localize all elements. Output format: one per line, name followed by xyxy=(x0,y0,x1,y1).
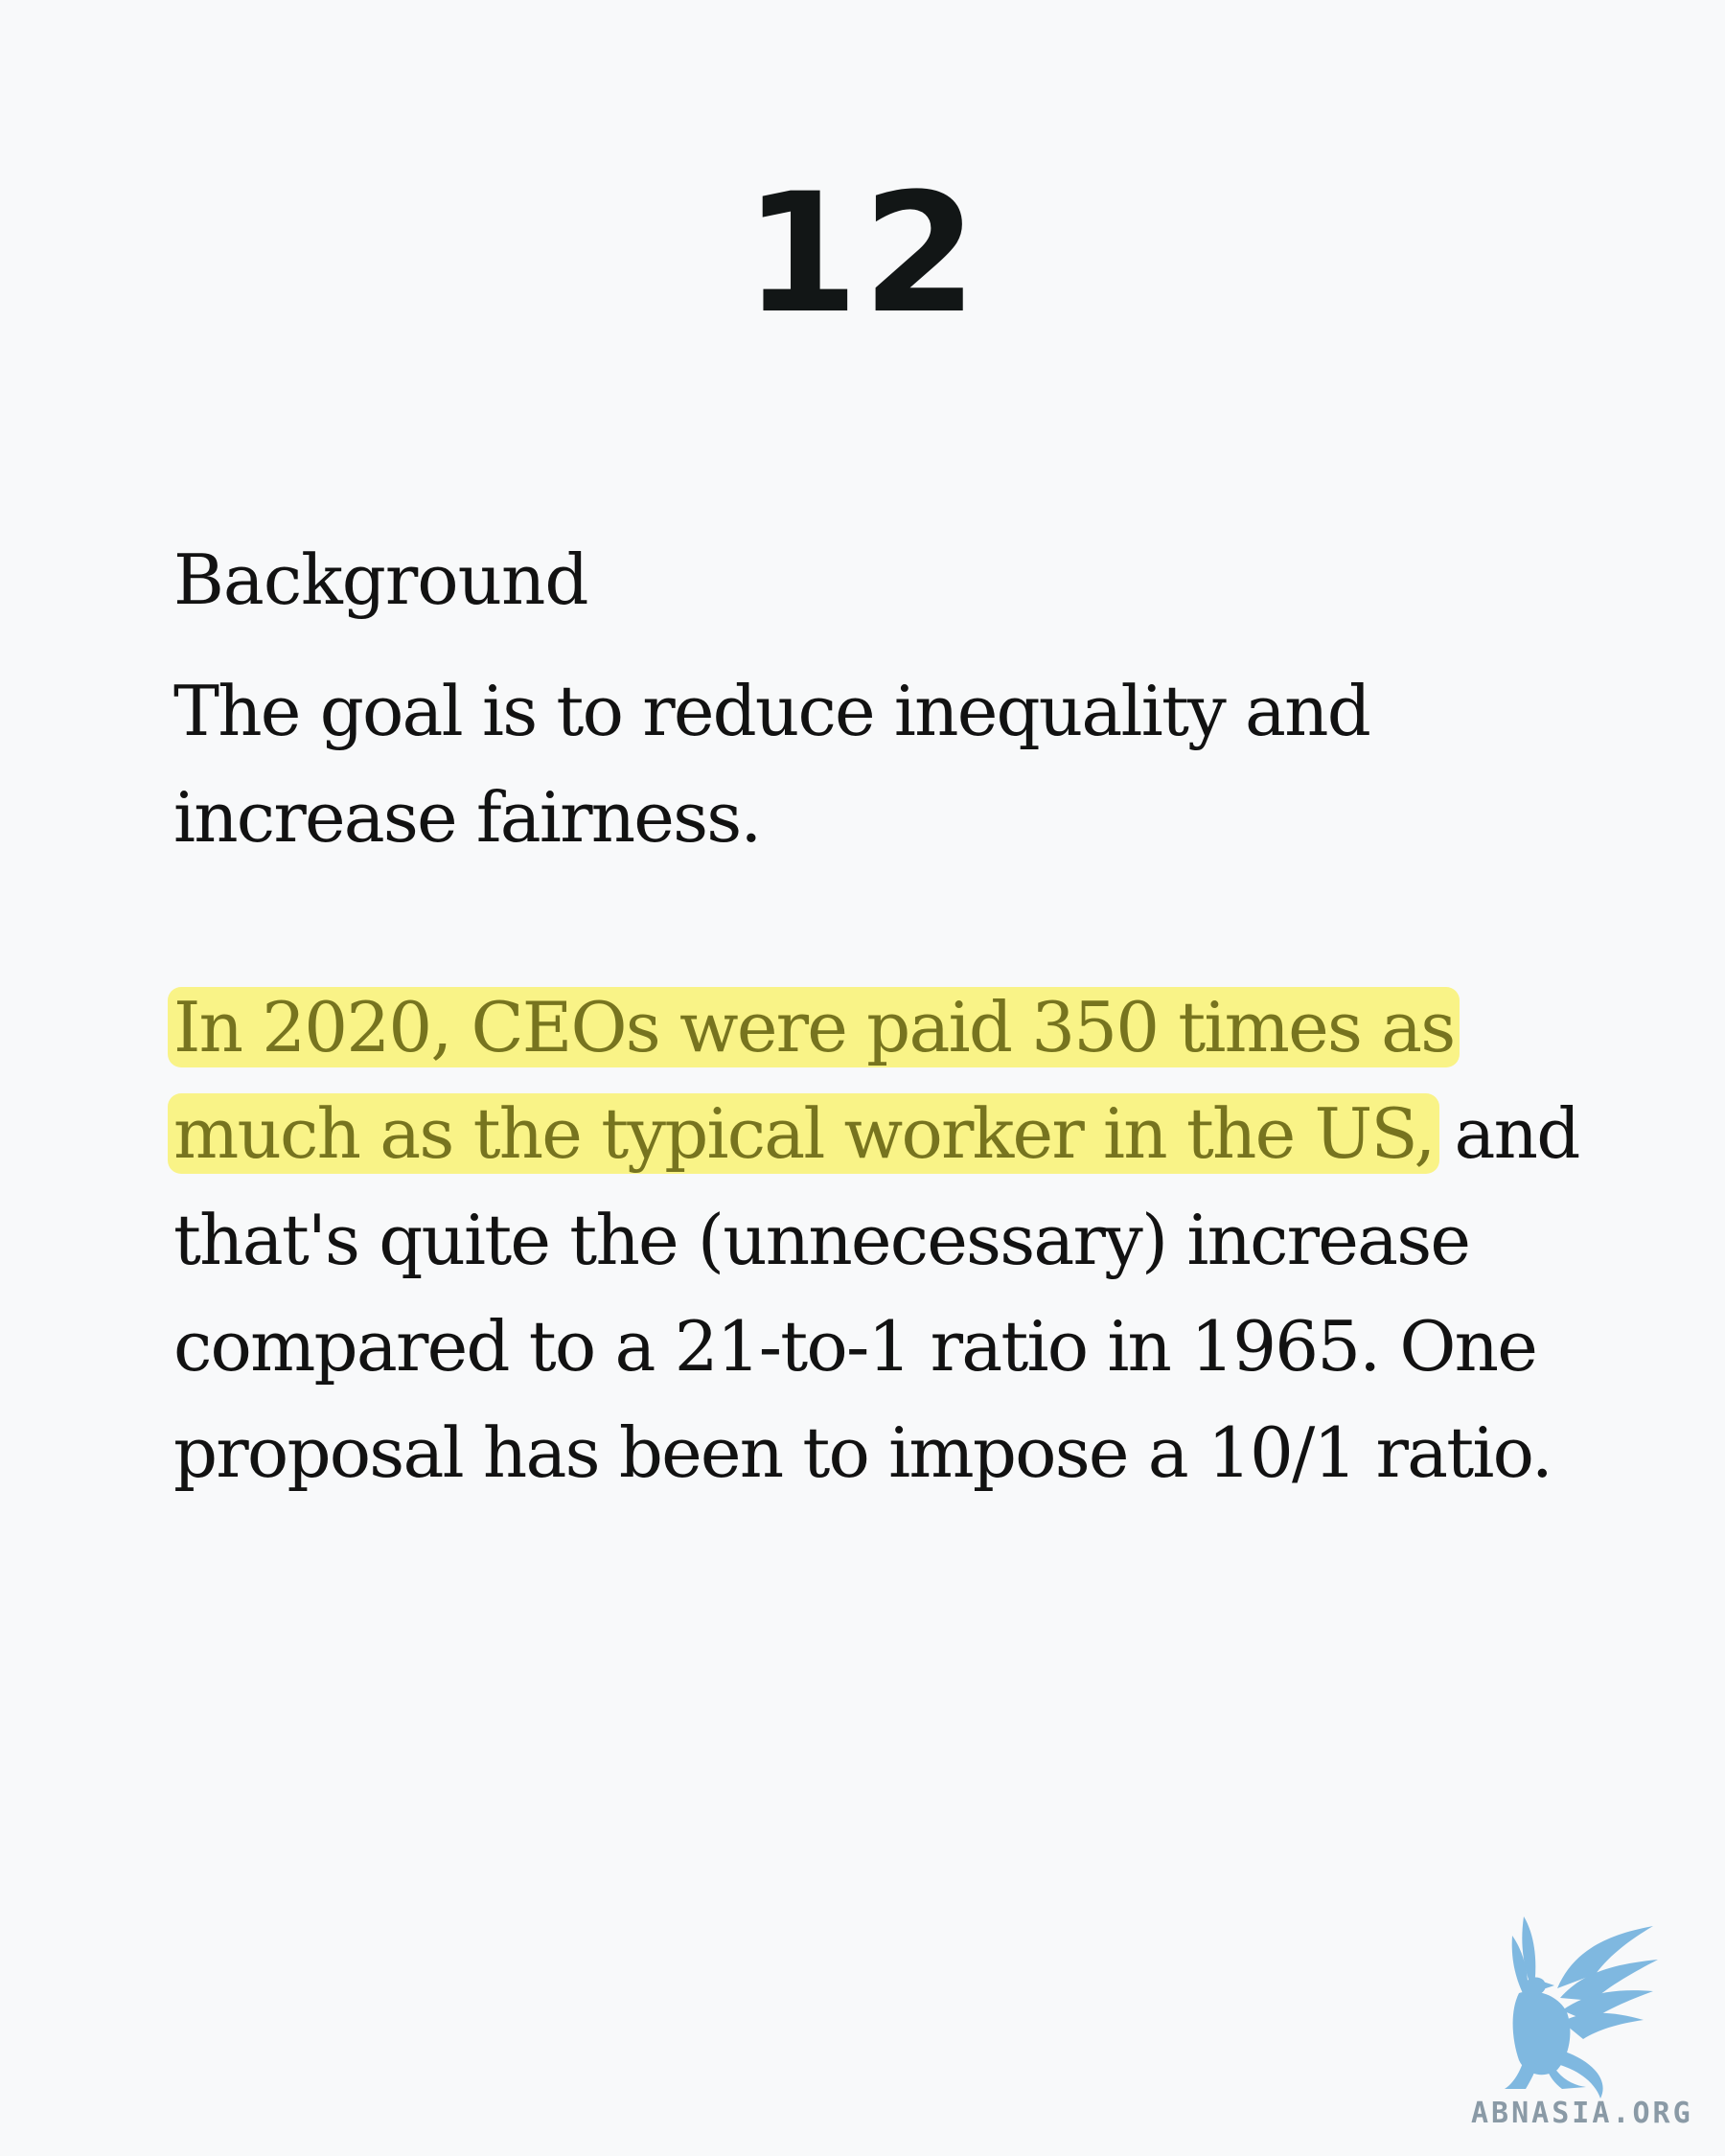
griffin-logo-icon xyxy=(1505,1916,1658,2099)
highlighted-text: In 2020, CEOs were paid 350 times as muc… xyxy=(168,987,1460,1174)
logo-text: ABNASIA.ORG xyxy=(1471,2097,1693,2130)
ratio-paragraph: In 2020, CEOs were paid 350 times as muc… xyxy=(168,975,1611,1506)
ratio-paragraph-rest: and that's quite the (unnecessary) incre… xyxy=(173,1093,1580,1493)
goal-paragraph: The goal is to reduce inequality and inc… xyxy=(173,671,1371,858)
section-heading: Background xyxy=(173,539,588,620)
page-number: 12 xyxy=(744,157,981,350)
article-body: Background The goal is to reduce inequal… xyxy=(168,532,1611,1506)
